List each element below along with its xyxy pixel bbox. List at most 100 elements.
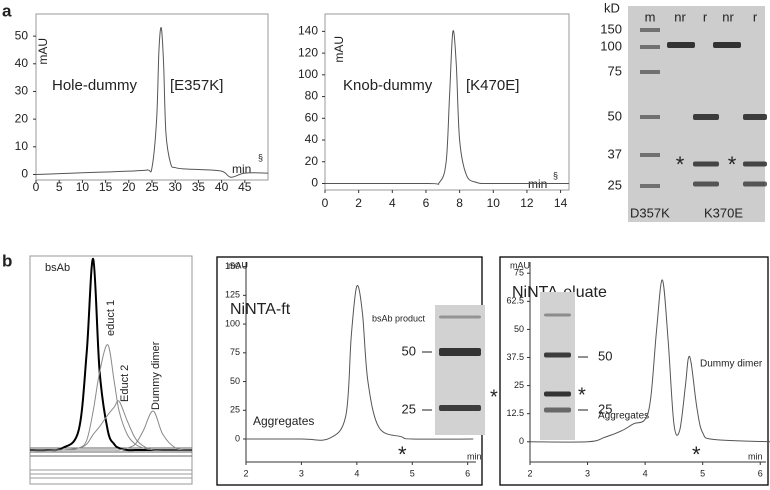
y-tick-label: 0 <box>235 433 240 443</box>
chart-subtitle: [K470E] <box>466 77 519 94</box>
panel-label: b <box>2 251 12 270</box>
gel-mark: * <box>676 152 685 177</box>
y-axis-label: mAU <box>228 260 248 270</box>
annotation: Aggregates <box>598 411 649 422</box>
x-tick-label: 14 <box>554 196 568 210</box>
x-tick-label: 20 <box>122 180 136 194</box>
lane-label: nr <box>674 9 686 24</box>
inset-gel <box>435 305 485 435</box>
inset-mark: * <box>490 386 498 408</box>
gel-band <box>439 405 481 411</box>
chromatogram-line <box>29 344 192 451</box>
gel-band <box>667 42 695 48</box>
marker-label: 37 <box>608 146 622 161</box>
y-tick-label: 20 <box>305 154 319 168</box>
y-tick-label: 10 <box>15 139 29 153</box>
y-tick-label: 0 <box>519 436 524 446</box>
chromatogram-line <box>29 257 192 452</box>
y-tick-label: 30 <box>15 84 29 98</box>
gel-band <box>743 114 767 120</box>
lane-label: m <box>645 9 656 24</box>
y-tick-label: 25 <box>514 380 524 390</box>
y-tick-label: 62.5 <box>506 296 524 306</box>
x-axis-label: min <box>528 177 547 191</box>
panel-label: a <box>2 1 12 20</box>
annotation: § <box>553 170 558 180</box>
x-tick-label: 25 <box>145 180 159 194</box>
gel-band <box>693 114 719 120</box>
x-tick-label: 4 <box>643 468 648 478</box>
x-tick-label: 10 <box>487 196 501 210</box>
gel-band <box>544 407 571 413</box>
y-tick-label: 12.5 <box>506 408 524 418</box>
y-tick-label: 0 <box>21 167 28 181</box>
x-tick-label: 2 <box>355 196 362 210</box>
x-axis-label: min <box>467 451 482 461</box>
gel-band <box>544 352 571 358</box>
y-tick-label: 75 <box>230 347 240 357</box>
chart-frame <box>35 13 269 181</box>
inset-mark: * <box>578 384 586 406</box>
y-tick-label: 80 <box>305 89 319 103</box>
marker-label: 100 <box>600 38 622 53</box>
series-label: educt 1 <box>105 300 117 336</box>
chromatogram-line <box>29 400 192 451</box>
y-axis-label: mAU <box>510 260 530 270</box>
y-tick-label: 75 <box>514 268 524 278</box>
gel-band <box>693 161 719 167</box>
y-tick-label: 140 <box>298 24 318 38</box>
gel-band <box>439 315 481 319</box>
gel-band <box>713 42 741 48</box>
chart-frame <box>29 255 193 485</box>
marker-label: 25 <box>608 177 622 192</box>
gel-band <box>743 181 767 187</box>
y-tick-label: 50 <box>230 376 240 386</box>
chromatogram-line <box>35 26 269 178</box>
y-axis-label: mAU <box>36 38 50 65</box>
marker-label: 50 <box>608 108 622 123</box>
marker-label: 150 <box>600 21 622 36</box>
y-tick-label: 25 <box>230 405 240 415</box>
y-tick-label: 50 <box>514 324 524 334</box>
x-tick-label: 35 <box>192 180 206 194</box>
x-tick-label: 40 <box>215 180 229 194</box>
annotation: § <box>258 152 263 162</box>
gel-band <box>640 45 660 49</box>
sample-label: D357K <box>630 205 670 220</box>
x-tick-label: 2 <box>243 468 248 478</box>
gel-mark: * <box>728 152 737 177</box>
lane-label: nr <box>722 9 734 24</box>
y-tick-label: 40 <box>15 56 29 70</box>
x-tick-label: 8 <box>456 196 463 210</box>
y-tick-label: 150 <box>225 261 240 271</box>
y-tick-label: 60 <box>305 110 319 124</box>
x-tick-label: 4 <box>389 196 396 210</box>
annotation: * <box>398 442 407 467</box>
annotation: Dummy dimer <box>700 359 763 370</box>
x-tick-label: 0 <box>322 196 329 210</box>
x-tick-label: 3 <box>585 468 590 478</box>
x-tick-label: 5 <box>700 468 705 478</box>
chromatogram-line <box>29 410 193 451</box>
inset-gel <box>540 292 575 440</box>
y-tick-label: 100 <box>225 318 240 328</box>
lane-label: r <box>753 9 758 24</box>
chart-frame <box>324 13 570 191</box>
gel-band <box>743 161 767 167</box>
series-label: Educt 2 <box>119 365 131 402</box>
sample-label: K370E <box>704 205 743 220</box>
y-tick-label: 20 <box>15 111 29 125</box>
x-tick-label: 6 <box>758 468 763 478</box>
chart-title: Knob-dummy <box>343 77 433 94</box>
x-tick-label: 6 <box>423 196 430 210</box>
gel-band <box>640 115 660 119</box>
gel-unit: kD <box>604 0 620 15</box>
x-tick-label: 0 <box>33 180 40 194</box>
y-tick-label: 120 <box>298 45 318 59</box>
gel-band <box>640 70 660 74</box>
x-tick-label: 6 <box>465 468 470 478</box>
x-tick-label: 45 <box>238 180 252 194</box>
chromatogram-line <box>529 279 770 443</box>
annotation: Aggregates <box>253 414 314 428</box>
